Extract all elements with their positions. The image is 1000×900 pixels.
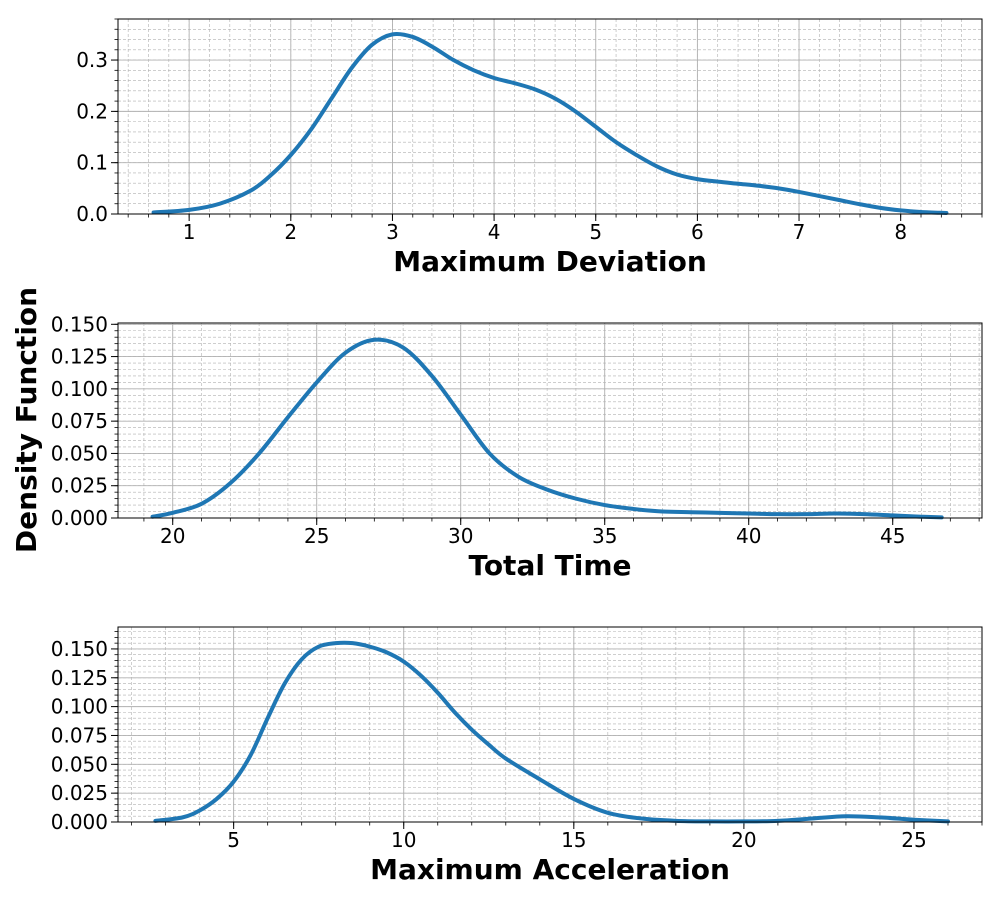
y-tick-label: 0.050: [51, 441, 108, 465]
density-curve-line: [151, 31, 949, 215]
shared-y-axis-label: Density Function: [10, 287, 43, 553]
plot-frame: [117, 18, 983, 215]
x-axis-label: Maximum Acceleration: [370, 853, 730, 886]
x-tick-label: 40: [736, 524, 761, 548]
chart-panel-3: 5 10 15 20 25 0.000 0.025 0.050 0.075 0.100 0.125 0…: [51, 626, 983, 886]
x-tick-label: 10: [391, 828, 416, 852]
x-axis-label: Maximum Deviation: [393, 245, 707, 278]
y-tick-label: 0.100: [51, 695, 108, 719]
minor-grid: [114, 18, 983, 218]
y-tick-label: 0.1: [76, 151, 108, 175]
density-curve-line: [153, 640, 950, 824]
chart-panel-1: 1 2 3 4 5 6 7 8 0.0 0.1 0.2 0.3 Maximum Deviation: [76, 18, 983, 278]
minor-grid: [114, 627, 983, 826]
x-tick-label: 4: [488, 220, 501, 244]
x-tick-label: 20: [731, 828, 756, 852]
y-tick-label: 0.075: [51, 723, 108, 747]
x-tick-label: 30: [448, 524, 473, 548]
x-axis-label: Total Time: [468, 549, 631, 582]
y-tick-label: 0.125: [51, 666, 108, 690]
x-tick-label: 7: [793, 220, 806, 244]
y-tick-label: 0.075: [51, 409, 108, 433]
x-tick-label: 6: [691, 220, 704, 244]
x-tick-label: 25: [304, 524, 329, 548]
x-tick-label: 20: [160, 524, 185, 548]
x-tick-label: 3: [386, 220, 399, 244]
x-tick-label: 2: [284, 220, 297, 244]
y-tick-label: 0.150: [51, 312, 108, 336]
x-tick-label: 25: [901, 828, 926, 852]
x-tick-label: 1: [183, 220, 196, 244]
chart-panel-2: 20 25 30 35 40 45 0.000 0.025 0.050 0.075 0.100 0.1…: [51, 312, 983, 582]
y-tick-label: 0.3: [76, 48, 108, 72]
y-tick-label: 0.025: [51, 474, 108, 498]
y-tick-label: 0.0: [76, 202, 108, 226]
y-tick-label: 0.000: [51, 506, 108, 530]
x-tick-label: 45: [880, 524, 905, 548]
y-tick-label: 0.150: [51, 637, 108, 661]
y-tick-label: 0.025: [51, 781, 108, 805]
plot-frame: [117, 322, 983, 519]
y-tick-label: 0.000: [51, 810, 108, 834]
density-curve-line: [150, 337, 944, 520]
y-tick-label: 0.100: [51, 377, 108, 401]
plot-frame: [117, 626, 983, 823]
x-tick-label: 8: [894, 220, 907, 244]
x-tick-label: 15: [561, 828, 586, 852]
y-tick-label: 0.2: [76, 99, 108, 123]
x-tick-label: 5: [589, 220, 602, 244]
y-tick-label: 0.125: [51, 345, 108, 369]
y-tick-label: 0.050: [51, 752, 108, 776]
x-tick-label: 35: [592, 524, 617, 548]
x-tick-label: 5: [227, 828, 240, 852]
